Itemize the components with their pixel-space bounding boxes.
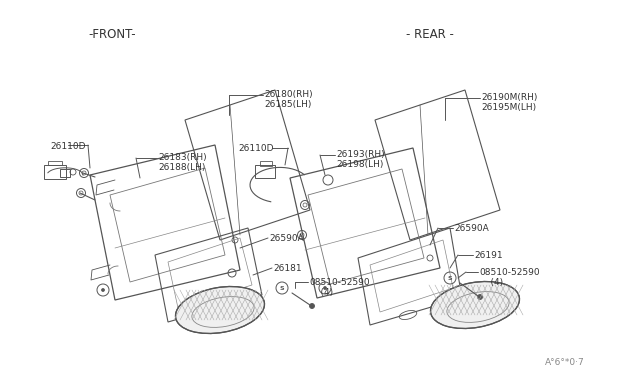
Text: - REAR -: - REAR - [406, 28, 454, 41]
Text: 26193(RH)
26198(LH): 26193(RH) 26198(LH) [336, 150, 385, 169]
Bar [44, 165, 66, 179]
Bar [60, 169, 70, 177]
Circle shape [102, 289, 104, 292]
Circle shape [477, 295, 483, 299]
Text: -FRONT-: -FRONT- [88, 28, 136, 41]
Text: 08510-52590
    (4): 08510-52590 (4) [479, 268, 540, 288]
Circle shape [323, 286, 326, 289]
Text: 26590A: 26590A [269, 234, 304, 243]
Text: A°6°*0·7: A°6°*0·7 [545, 358, 585, 367]
Text: 08510-52590
    (4): 08510-52590 (4) [309, 278, 370, 297]
Text: 26191: 26191 [474, 251, 502, 260]
Text: 26181: 26181 [273, 264, 301, 273]
Ellipse shape [431, 282, 520, 328]
Bar [260, 161, 272, 166]
Text: S: S [448, 276, 452, 280]
Text: 26110D: 26110D [238, 144, 273, 153]
Text: 26110D: 26110D [50, 142, 86, 151]
Ellipse shape [175, 286, 264, 333]
Bar [48, 161, 62, 165]
Text: 26190M(RH)
26195M(LH): 26190M(RH) 26195M(LH) [481, 93, 538, 112]
Bar [255, 165, 275, 178]
Text: 26590A: 26590A [454, 224, 489, 233]
Text: 26183(RH)
26188(LH): 26183(RH) 26188(LH) [158, 153, 207, 172]
Text: 26180(RH)
26185(LH): 26180(RH) 26185(LH) [264, 90, 312, 109]
Text: S: S [280, 285, 284, 291]
Circle shape [310, 304, 314, 308]
